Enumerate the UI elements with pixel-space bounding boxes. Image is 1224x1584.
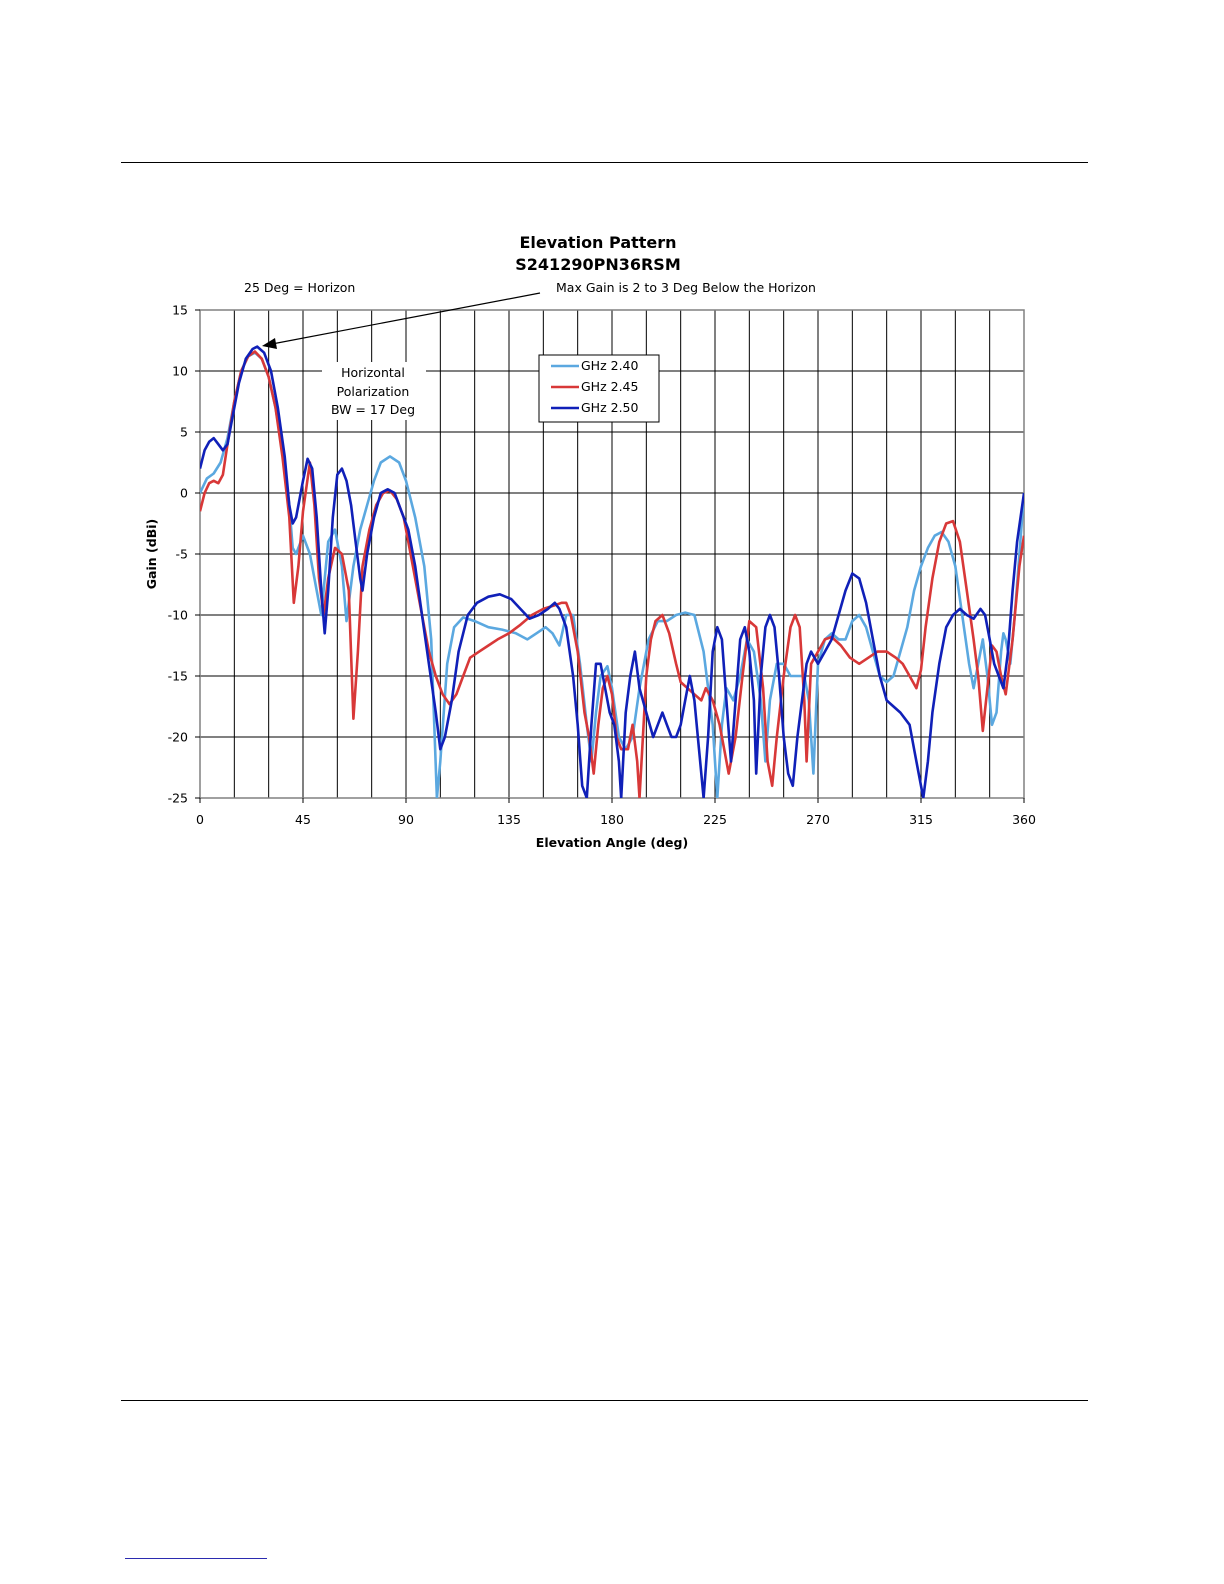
elevation-pattern-chart: Elevation Pattern S241290PN36RSM 25 Deg … [144,233,1036,850]
header-rule [121,162,1088,163]
polarization-line-3: BW = 17 Deg [331,402,415,417]
y-axis-title: Gain (dBi) [144,519,159,589]
legend-item-2-50: GHz 2.50 [551,400,638,415]
legend-label: GHz 2.45 [581,379,638,394]
x-tick-label: 225 [703,812,727,827]
y-tick-label: -10 [168,608,188,623]
x-tick-label: 315 [909,812,933,827]
legend-item-2-45: GHz 2.45 [551,379,638,394]
y-tick-label: 5 [180,425,188,440]
y-tick-label: -25 [168,791,188,806]
legend-label: GHz 2.50 [581,400,638,415]
footer-rule [121,1400,1088,1401]
legend-item-2-40: GHz 2.40 [551,358,638,373]
axis-ticks: 0 45 90 135 180 225 270 315 360 15 10 5 0 -5 -10 -15 -20… [168,303,1036,828]
chart-subtitle: S241290PN36RSM [515,255,680,274]
y-tick-label: -15 [168,669,188,684]
x-tick-label: 0 [196,812,204,827]
footer-link-underline [125,1558,267,1559]
polarization-annotation: Horizontal Polarization BW = 17 Deg [322,362,426,420]
y-tick-label: 10 [172,364,188,379]
polarization-line-2: Polarization [337,384,410,399]
polarization-line-1: Horizontal [341,365,405,380]
max-gain-arrow [262,292,541,349]
chart-title: Elevation Pattern [519,233,676,252]
y-tick-label: 0 [180,486,188,501]
x-tick-label: 360 [1012,812,1036,827]
x-tick-label: 135 [497,812,521,827]
horizon-annotation: 25 Deg = Horizon [244,280,355,295]
series-lines [200,345,1024,798]
legend-label: GHz 2.40 [581,358,638,373]
x-tick-label: 270 [806,812,830,827]
y-tick-label: -20 [168,730,188,745]
legend: GHz 2.40 GHz 2.45 GHz 2.50 [538,354,660,423]
x-tick-label: 180 [600,812,624,827]
x-tick-label: 45 [295,812,311,827]
series-line-2 [200,345,1024,798]
y-tick-label: 15 [172,303,188,318]
x-tick-label: 90 [398,812,414,827]
y-tick-label: -5 [176,547,188,562]
x-axis-title: Elevation Angle (deg) [536,835,688,850]
max-gain-annotation: Max Gain is 2 to 3 Deg Below the Horizon [556,280,816,295]
